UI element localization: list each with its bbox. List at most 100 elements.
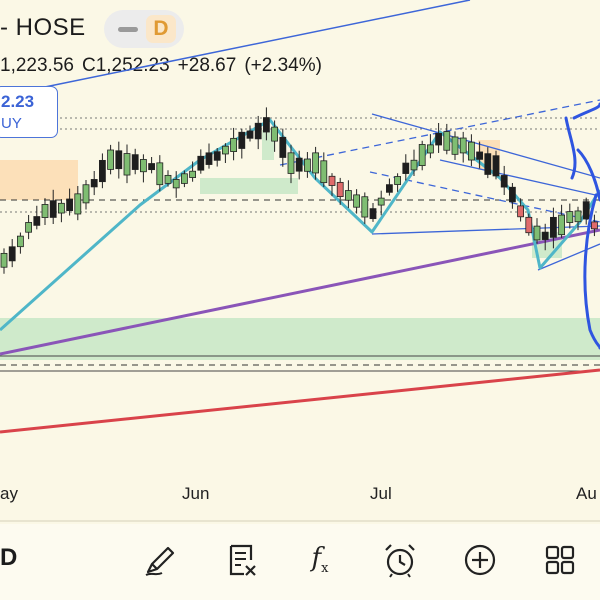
change-value: +28.67 <box>177 55 237 76</box>
candle-body <box>262 117 270 133</box>
candle-body <box>82 184 90 204</box>
handwritten-mark-1 <box>564 116 577 180</box>
draw-pen-icon[interactable] <box>138 538 182 582</box>
add-icon[interactable] <box>458 538 502 582</box>
ohlc-readout: 1,223.56 C1,252.23 +28.67 (+2.34%) <box>0 55 330 77</box>
x-label-jul: Jul <box>370 484 392 503</box>
cyan-zigzag <box>0 118 600 332</box>
candle-body <box>484 153 492 175</box>
price-label-box: 2.23 UY <box>0 86 58 138</box>
grid-icon[interactable] <box>538 538 582 582</box>
candle-body <box>295 157 303 172</box>
candle-body <box>435 132 443 146</box>
supply-zone-orange <box>0 160 78 200</box>
candle-body <box>148 163 156 171</box>
toolbar-divider <box>0 520 600 522</box>
x-axis: ay Jun Jul Au <box>0 484 600 514</box>
candle-body <box>361 196 369 218</box>
chart-header: - HOSE D 1,223.56 C1,252.23 +28.67 (+2.34%) <box>0 0 600 90</box>
candle-body <box>328 175 336 186</box>
change-pct-value: (+2.34%) <box>244 55 322 76</box>
candle-body <box>16 235 24 248</box>
price-chart[interactable] <box>0 0 600 484</box>
candle-body <box>99 159 106 183</box>
candle-body <box>287 152 295 174</box>
x-label-may: ay <box>0 484 18 503</box>
demand-zone-green-small-2 <box>262 130 274 160</box>
candle-body <box>492 155 500 177</box>
candle-body <box>377 197 385 206</box>
fx-icon[interactable]: fx <box>298 538 342 582</box>
candle-body <box>254 122 262 140</box>
candle-body <box>582 201 590 220</box>
candle-body <box>156 162 164 186</box>
handwritten-mark-2 <box>572 102 600 120</box>
candle-body <box>66 198 73 212</box>
candle-body <box>180 173 188 184</box>
candle-body <box>517 205 524 218</box>
candle-body <box>451 136 459 155</box>
candle-body <box>508 186 516 203</box>
x-label-jun: Jun <box>182 484 210 503</box>
candlestick-series <box>0 107 598 274</box>
symbol-title[interactable]: - HOSE <box>0 14 86 41</box>
fx-sub: x <box>321 561 329 577</box>
candle-body <box>123 153 131 176</box>
candle-body <box>459 137 467 154</box>
candle-body <box>164 174 172 184</box>
candle-body <box>90 179 98 188</box>
candle-body <box>131 154 139 170</box>
candle-body <box>558 214 565 236</box>
candle-body <box>74 193 82 215</box>
candle-body <box>418 144 426 167</box>
candle-body <box>41 204 49 218</box>
candle-body <box>385 184 393 193</box>
x-label-aug: Au <box>576 484 597 503</box>
candle-body <box>591 221 598 230</box>
blue-channel-mid <box>439 159 600 197</box>
price-label-value: 2.23 <box>1 92 35 111</box>
purple-trendline <box>0 228 600 356</box>
candle-body <box>533 225 541 241</box>
candle-body <box>279 136 287 158</box>
low-value: 1,223.56 <box>0 55 74 76</box>
candle-body <box>25 222 33 233</box>
candle-body <box>303 158 311 172</box>
candle-body <box>271 126 279 142</box>
candle-body <box>344 190 352 201</box>
candle-body <box>410 159 418 171</box>
candle-body <box>58 202 65 214</box>
blue-dashed-upper <box>279 99 600 166</box>
alarm-icon[interactable] <box>378 538 422 582</box>
candle-body <box>525 216 533 234</box>
candle-body <box>320 160 328 184</box>
candle-body <box>312 152 320 174</box>
candle-body <box>541 231 549 240</box>
blue-dashed-lower <box>369 171 600 223</box>
fx-label: f <box>311 543 322 574</box>
price-label-unit: UY <box>1 115 22 132</box>
indicators-icon[interactable] <box>220 538 264 582</box>
candle-body <box>402 162 410 174</box>
candle-body <box>246 130 254 139</box>
blue-channel-bottom-2 <box>537 243 600 271</box>
candle-body <box>353 194 361 208</box>
candle-body <box>336 181 344 198</box>
candle-body <box>467 141 475 161</box>
demand-zone-green-small <box>200 178 298 194</box>
bottom-toolbar: D fx <box>0 524 600 600</box>
candle-body <box>500 175 508 188</box>
interval-selector[interactable]: D <box>104 10 184 48</box>
candle-body <box>189 170 197 178</box>
candle-body <box>205 152 213 165</box>
handwritten-mark-3 <box>576 148 600 202</box>
interval-label[interactable]: D <box>0 544 18 571</box>
candle-body <box>221 145 229 155</box>
candle-body <box>394 176 402 185</box>
candle-body <box>426 144 434 154</box>
candle-body <box>107 149 114 170</box>
candle-body <box>197 155 205 171</box>
interval-badge: D <box>146 15 176 43</box>
close-value: C1,252.23 <box>81 55 170 76</box>
candle-body <box>8 246 16 262</box>
